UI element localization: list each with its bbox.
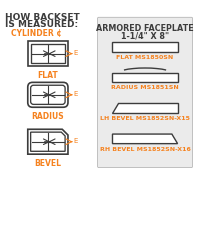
Polygon shape [112, 134, 177, 144]
Text: FLAT: FLAT [37, 71, 58, 80]
Text: CYLINDER ¢: CYLINDER ¢ [12, 29, 62, 38]
Text: RADIUS MS1851SN: RADIUS MS1851SN [111, 85, 178, 90]
Polygon shape [112, 104, 177, 114]
Text: FLAT MS1850SN: FLAT MS1850SN [116, 54, 173, 59]
Text: IS MEASURED:: IS MEASURED: [5, 20, 78, 29]
Bar [112, 74, 177, 83]
Text: 1-1/4" X 8": 1-1/4" X 8" [120, 32, 168, 40]
Bar [112, 43, 177, 52]
Text: E: E [73, 91, 78, 96]
FancyBboxPatch shape [97, 18, 191, 168]
FancyBboxPatch shape [31, 86, 65, 105]
Text: LH BEVEL MS1852SN-X15: LH BEVEL MS1852SN-X15 [100, 115, 189, 120]
Text: ARMORED FACEPLATE: ARMORED FACEPLATE [96, 24, 193, 33]
Text: BEVEL: BEVEL [34, 158, 61, 167]
Bar [31, 45, 65, 64]
Text: HOW BACKSET: HOW BACKSET [5, 12, 79, 21]
Text: E: E [73, 137, 78, 143]
Polygon shape [28, 130, 68, 155]
Text: RADIUS: RADIUS [31, 112, 64, 121]
Polygon shape [31, 133, 65, 152]
Text: RH BEVEL MS1852SN-X16: RH BEVEL MS1852SN-X16 [99, 146, 189, 151]
FancyBboxPatch shape [28, 83, 68, 108]
Bar [28, 42, 68, 67]
Text: E: E [73, 49, 78, 55]
